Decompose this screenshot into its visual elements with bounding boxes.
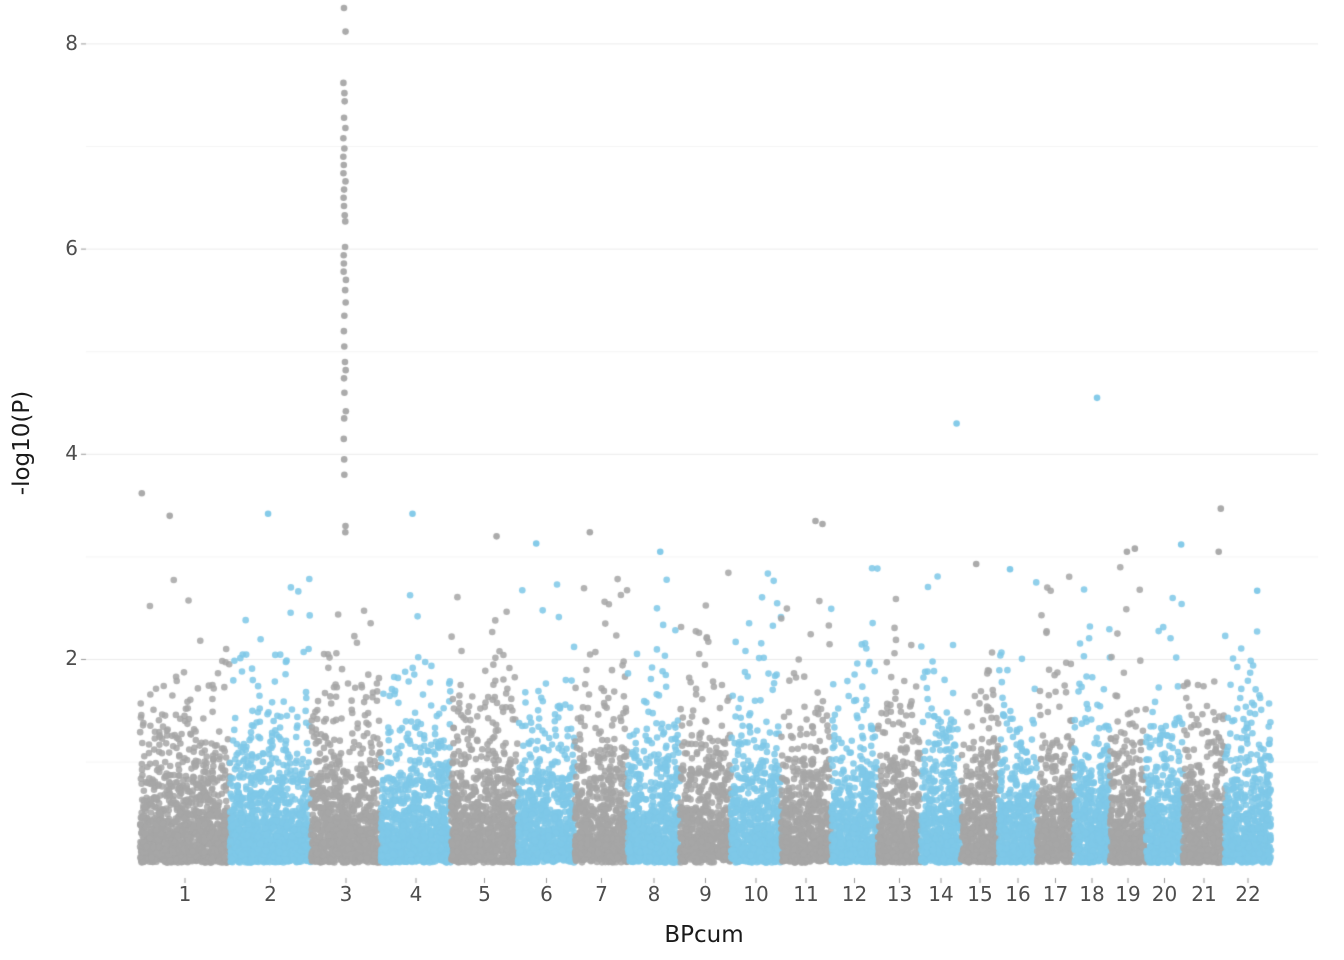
x-tick-label: 12	[841, 882, 868, 906]
x-tick-label: 6	[540, 882, 553, 906]
x-tick-label: 7	[595, 882, 608, 906]
x-tick-label: 20	[1151, 882, 1178, 906]
x-axis-title: BPcum	[664, 922, 744, 948]
x-tick-label: 15	[967, 882, 993, 906]
x-tick-label: 5	[478, 882, 491, 906]
x-tick-label: 4	[409, 882, 423, 906]
x-tick-label: 18	[1079, 882, 1105, 906]
x-tick-label: 14	[928, 882, 954, 906]
x-tick-label: 1	[178, 882, 192, 906]
x-tick-label: 11	[793, 882, 819, 906]
y-tick-label: 4	[65, 441, 78, 466]
y-tick-label: 2	[65, 646, 78, 671]
y-tick-label: 6	[65, 236, 78, 261]
x-tick-label: 13	[886, 882, 913, 906]
x-tick-label: 21	[1191, 882, 1217, 906]
y-tick-label: 8	[65, 30, 78, 55]
x-tick-label: 8	[647, 882, 661, 906]
x-tick-label: 3	[339, 882, 353, 906]
x-tick-label: 2	[264, 882, 277, 906]
x-tick-label: 19	[1115, 882, 1141, 906]
x-tick-label: 17	[1042, 882, 1069, 906]
x-tick-label: 9	[699, 882, 712, 906]
x-tick-label: 16	[1005, 882, 1031, 906]
x-tick-label: 10	[743, 882, 769, 906]
x-tick-label: 22	[1235, 882, 1261, 906]
